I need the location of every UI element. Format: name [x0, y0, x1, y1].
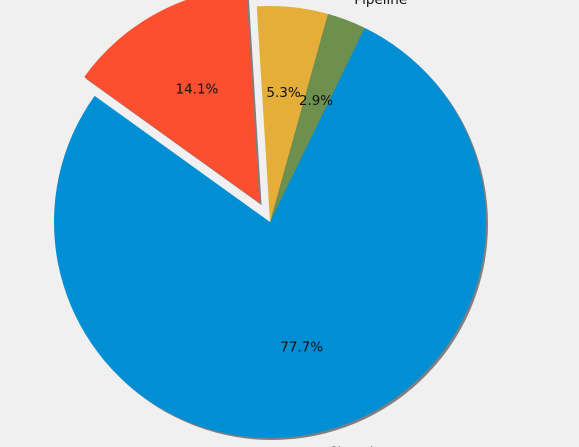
percent-label-pipeline: 2.9%	[299, 93, 333, 109]
category-label-closed: Closed	[328, 444, 373, 447]
category-label-active: Active	[103, 0, 145, 3]
percent-label-dropped: 5.3%	[266, 85, 300, 101]
percent-label-closed: 77.7%	[280, 340, 323, 356]
pie-labels: Pipeline2.9%Dropped5.3%Active14.1%Closed…	[103, 0, 407, 447]
slice-dropped	[256, 6, 328, 223]
slice-closed	[53, 27, 486, 438]
slice-active	[84, 0, 260, 204]
slice-pipeline	[270, 13, 365, 223]
pie-slices	[53, 0, 486, 438]
category-label-pipeline: Pipeline	[354, 0, 407, 8]
percent-label-active: 14.1%	[175, 82, 218, 98]
